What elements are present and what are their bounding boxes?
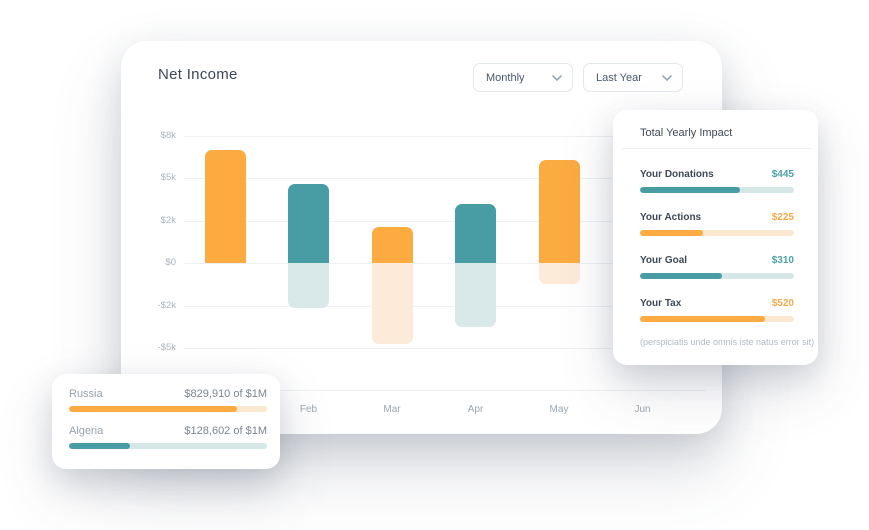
impact-row-value: $310	[771, 255, 794, 266]
impact-row-label: Your Goal	[640, 255, 688, 266]
progress-fill	[640, 273, 722, 279]
bar-apr-negative[interactable]	[455, 263, 496, 327]
range-dropdown-value: Last Year	[596, 71, 642, 84]
bar-may-positive[interactable]	[538, 160, 580, 264]
bar-mar-negative[interactable]	[371, 263, 413, 344]
chart-gridline	[184, 390, 706, 392]
impact-row-label: Your Actions	[640, 212, 702, 223]
impact-row-tax: Your Tax $520	[640, 297, 794, 322]
x-axis-month-label: Mar	[383, 404, 401, 415]
impact-row-value: $445	[771, 169, 794, 180]
chevron-down-icon	[552, 74, 562, 81]
country-label: Algeria	[69, 425, 104, 437]
progress-fill	[69, 406, 238, 412]
progress-bar	[640, 187, 794, 193]
y-axis-tick-label: $2k	[160, 214, 176, 226]
progress-bar	[640, 230, 794, 236]
y-axis-tick-label: $8k	[160, 130, 176, 141]
chart-gridline	[184, 263, 706, 265]
progress-fill	[640, 187, 741, 193]
x-axis-month-label: Apr	[467, 404, 484, 415]
x-axis-month-label: Jun	[634, 404, 651, 415]
y-axis-tick-label: $5k	[160, 172, 176, 184]
divider	[622, 148, 811, 149]
y-axis-tick-label: $0	[165, 257, 176, 269]
chart-gridline	[184, 348, 706, 349]
progress-fill	[69, 443, 131, 449]
impact-row-value: $225	[771, 212, 794, 223]
period-dropdown-value: Monthly	[486, 71, 525, 84]
impact-row-goal: Your Goal $310	[640, 254, 794, 279]
bar-may-negative[interactable]	[538, 263, 580, 285]
impact-row-label: Your Tax	[640, 298, 682, 309]
total-yearly-impact-card: Total Yearly Impact Your Donations $445 …	[613, 110, 818, 365]
y-axis-tick-label: -$5k	[157, 342, 176, 353]
impact-footnote: (perspiciatis unde omnis iste natus erro…	[640, 337, 815, 347]
country-row-russia: Russia $829,910 of $1M	[69, 387, 267, 412]
range-dropdown[interactable]: Last Year	[583, 63, 683, 92]
chart-gridline	[184, 305, 706, 307]
progress-bar	[640, 316, 794, 322]
impact-row-actions: Your Actions $225	[640, 211, 794, 236]
x-axis-month-label: May	[549, 404, 569, 415]
bar-apr-positive[interactable]	[455, 203, 496, 264]
countries-progress-card: Russia $829,910 of $1M Algeria $128,602 …	[52, 374, 280, 469]
card-title: Net Income	[158, 66, 238, 83]
progress-fill	[640, 230, 704, 236]
impact-row-donations: Your Donations $445	[640, 168, 794, 193]
chart-gridline	[184, 136, 706, 137]
impact-row-label: Your Donations	[640, 169, 714, 180]
net-income-bar-chart: $8k$5k$2k$0-$2k-$5kJanFebMarAprMayJun	[121, 41, 722, 434]
country-label: Russia	[69, 388, 103, 400]
period-dropdown[interactable]: Monthly	[473, 63, 573, 92]
progress-bar	[69, 406, 267, 412]
progress-fill	[640, 316, 765, 322]
bar-feb-negative[interactable]	[288, 263, 329, 309]
progress-bar	[640, 273, 794, 279]
impact-card-title: Total Yearly Impact	[640, 127, 733, 139]
chevron-down-icon	[662, 74, 672, 81]
country-value: $128,602 of $1M	[184, 425, 267, 437]
bar-mar-positive[interactable]	[371, 227, 413, 264]
bar-feb-positive[interactable]	[288, 184, 329, 264]
x-axis-month-label: Feb	[299, 404, 318, 415]
country-value: $829,910 of $1M	[184, 388, 267, 400]
impact-row-value: $520	[771, 298, 794, 309]
progress-bar	[69, 443, 267, 449]
bar-jan-positive[interactable]	[204, 150, 246, 264]
chart-gridline	[184, 178, 706, 180]
y-axis-tick-label: -$2k	[157, 299, 176, 311]
country-row-algeria: Algeria $128,602 of $1M	[69, 424, 267, 449]
chart-gridline	[184, 220, 706, 222]
